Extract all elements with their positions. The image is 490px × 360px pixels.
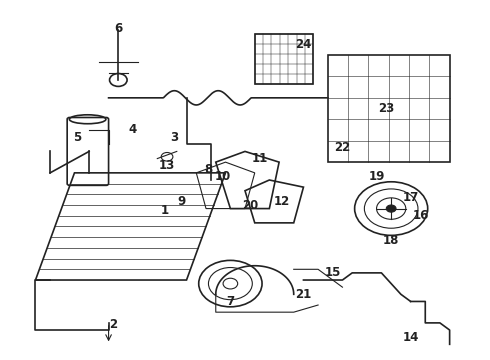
Text: 11: 11 bbox=[251, 152, 268, 165]
Text: 8: 8 bbox=[204, 163, 213, 176]
Text: 20: 20 bbox=[242, 198, 258, 212]
Text: 12: 12 bbox=[273, 195, 290, 208]
Text: 9: 9 bbox=[177, 195, 186, 208]
Text: 1: 1 bbox=[161, 204, 169, 217]
Text: 7: 7 bbox=[226, 295, 234, 308]
Text: 13: 13 bbox=[159, 159, 175, 172]
Text: 14: 14 bbox=[402, 331, 419, 344]
Text: 24: 24 bbox=[295, 38, 312, 51]
Text: 4: 4 bbox=[129, 123, 137, 136]
Text: 2: 2 bbox=[109, 318, 118, 331]
Text: 21: 21 bbox=[295, 288, 312, 301]
Text: 3: 3 bbox=[171, 131, 178, 144]
Text: 17: 17 bbox=[402, 192, 419, 204]
Text: 10: 10 bbox=[215, 170, 231, 183]
Text: 15: 15 bbox=[324, 266, 341, 279]
Text: 23: 23 bbox=[378, 102, 394, 115]
Text: 19: 19 bbox=[368, 170, 385, 183]
Text: 16: 16 bbox=[412, 209, 429, 222]
Text: 22: 22 bbox=[334, 141, 350, 154]
Circle shape bbox=[386, 205, 396, 212]
Text: 5: 5 bbox=[73, 131, 81, 144]
Text: 18: 18 bbox=[383, 234, 399, 247]
Text: 6: 6 bbox=[114, 22, 122, 35]
